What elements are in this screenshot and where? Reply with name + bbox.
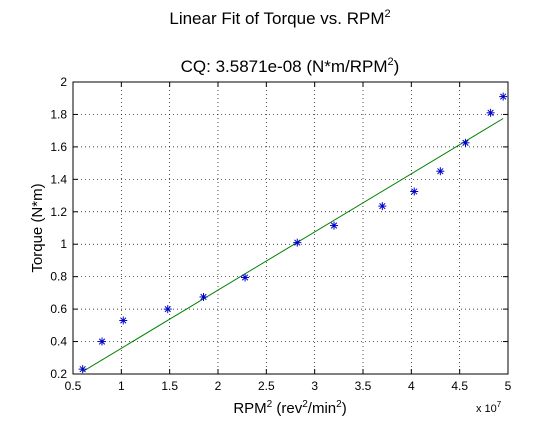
y-tick-label: 0.4	[50, 335, 67, 349]
data-point-star	[119, 316, 128, 325]
plot-area	[72, 81, 509, 375]
y-axis-label: Torque (N*m)	[29, 183, 46, 272]
data-markers	[78, 92, 508, 374]
x-tick-label: 3.5	[355, 379, 372, 393]
data-point-star	[410, 187, 419, 196]
x-tick-label: 1.5	[161, 379, 178, 393]
y-tick-label: 0.8	[50, 270, 67, 284]
y-tick-labels: 0.2 0.4 0.6 0.8 1 1.2 1.4 1.6 1.8 2	[50, 75, 67, 381]
y-tick-label: 0.2	[50, 367, 67, 381]
fit-line	[82, 118, 504, 372]
data-point-star	[293, 238, 302, 247]
data-point-star	[461, 138, 470, 147]
x-axis-multiplier: x 107	[476, 400, 502, 415]
y-tick-label: 0.6	[50, 302, 67, 316]
x-axis-label: RPM2 (rev2/min2)	[233, 399, 346, 417]
y-tick-label: 1.8	[50, 107, 67, 121]
x-tick-label: 4	[408, 379, 415, 393]
x-tick-label: 5	[505, 379, 512, 393]
data-point-star	[436, 167, 445, 176]
y-tick-label: 1.4	[50, 172, 67, 186]
grid	[73, 82, 508, 374]
data-point-star	[499, 92, 508, 101]
data-point-star	[378, 202, 387, 211]
y-tick-label: 1.2	[50, 205, 67, 219]
y-tick-label: 2	[60, 75, 67, 89]
x-tick-label: 2.5	[258, 379, 275, 393]
data-point-star	[241, 273, 250, 282]
x-tick-label: 4.5	[451, 379, 468, 393]
chart-title-line1: Linear Fit of Torque vs. RPM2	[169, 8, 390, 28]
x-tick-labels: 0.5 1 1.5 2 2.5 3 3.5 4 4.5 5	[65, 379, 512, 393]
data-point-star	[98, 337, 106, 346]
y-tick-label: 1	[60, 237, 67, 251]
data-point-star	[163, 305, 172, 314]
data-point-star	[199, 292, 208, 301]
data-point-star	[486, 108, 495, 117]
x-tick-label: 1	[118, 379, 125, 393]
fit-line-group	[82, 118, 504, 372]
data-point-star	[78, 365, 87, 374]
data-point-star	[330, 221, 338, 230]
y-tick-label: 1.6	[50, 140, 67, 154]
chart-title-line2: CQ: 3.5871e-08 (N*m/RPM2)	[181, 56, 400, 76]
x-tick-label: 2	[215, 379, 222, 393]
plot-frame	[72, 81, 509, 375]
x-tick-label: 0.5	[65, 379, 82, 393]
x-tick-label: 3	[311, 379, 318, 393]
